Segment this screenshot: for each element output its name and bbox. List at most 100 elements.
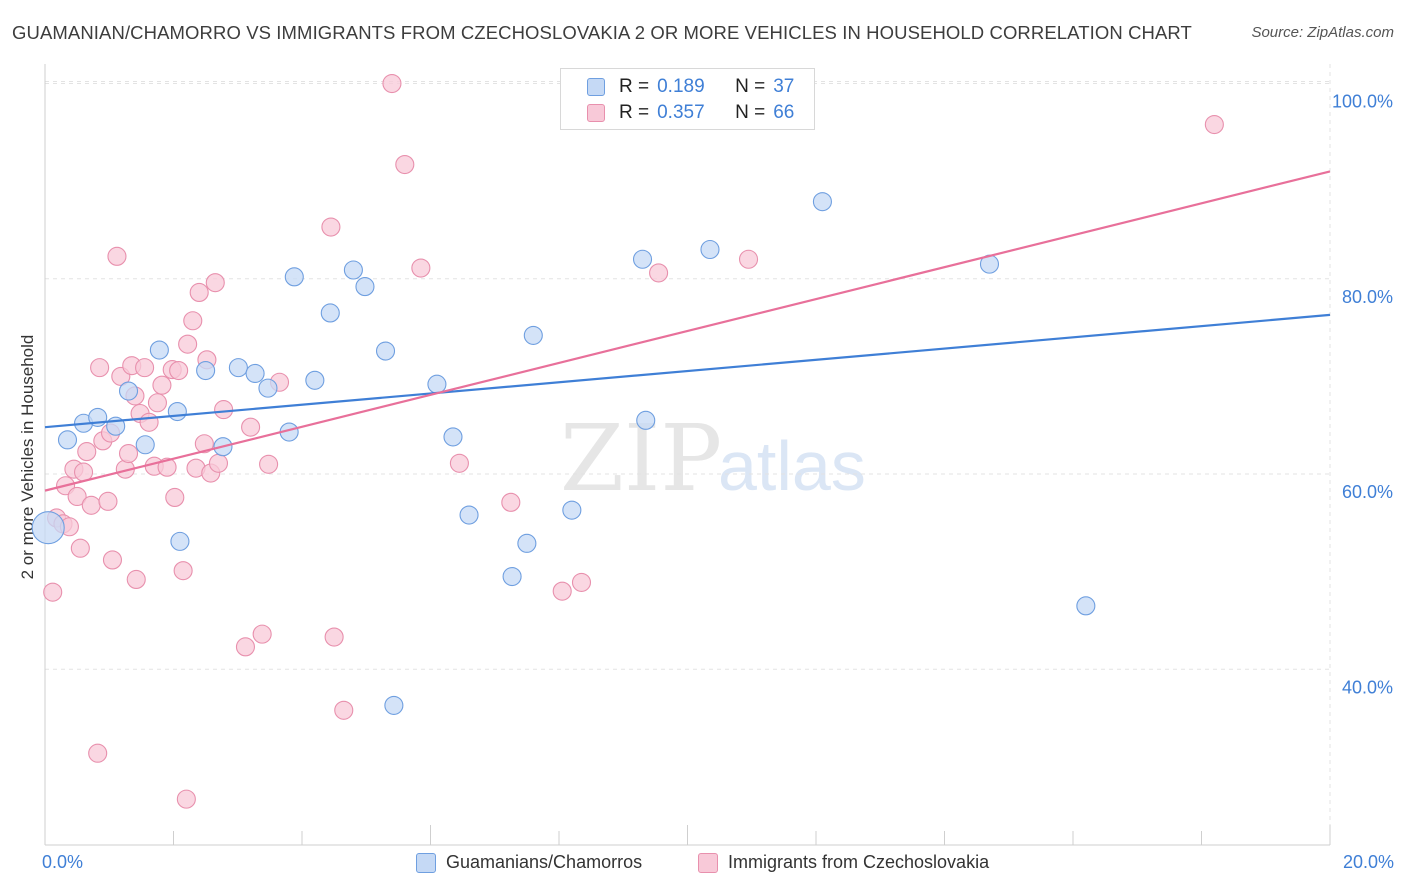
czechoslovakia-point: [208, 453, 229, 473]
czechoslovakia-point: [43, 582, 63, 602]
guamanian-point: [427, 374, 447, 394]
legend-n-value: 66: [773, 102, 795, 123]
guamanian-point: [562, 500, 582, 520]
x-tick-label-max: 20.0%: [1342, 852, 1394, 872]
czechoslovakia-point: [321, 217, 341, 237]
correlation-legend: R = 0.189 N = 37 R = 0.357 N = 66: [560, 68, 815, 130]
czechoslovakia-point: [334, 700, 354, 720]
guamanian-point: [149, 340, 169, 360]
source-credit: Source: ZipAtlas.com: [1251, 24, 1394, 41]
guamanian-point: [375, 341, 396, 361]
czechoslovakia-point: [107, 246, 127, 266]
czechoslovakia-point: [183, 311, 203, 331]
chart-title: GUAMANIAN/CHAMORRO VS IMMIGRANTS FROM CZ…: [12, 22, 1192, 43]
czechoslovakia-point: [501, 492, 521, 512]
czechoslovakia-point: [135, 358, 155, 378]
guamanian-point: [459, 505, 479, 525]
czechoslovakia-point: [194, 434, 214, 454]
guamanian-point: [258, 378, 278, 398]
czechoslovakia-point: [214, 400, 234, 420]
watermark-atlas: atlas: [718, 427, 866, 505]
guamanian-point: [632, 249, 653, 269]
legend-r-label: R =: [619, 76, 650, 97]
czechoslovakia-point: [189, 282, 209, 302]
czechoslovakia-point: [241, 417, 261, 437]
czechoslovakia-point: [147, 393, 167, 413]
czechoslovakia-point: [252, 624, 272, 644]
czechoslovakia-point: [449, 453, 469, 473]
trend-line-guamanian: [44, 313, 1331, 429]
guamanian-point: [118, 381, 139, 401]
czechoslovakia-point: [382, 73, 402, 94]
guamanian-point: [812, 192, 832, 212]
legend-n-value: 37: [773, 76, 795, 97]
y-tick-label: 60.0%: [1342, 482, 1393, 502]
legend-n-label: N =: [735, 102, 766, 123]
czechoslovakia-point: [235, 637, 256, 657]
trend-line-czechoslovakia: [44, 170, 1331, 492]
series-legend-label: Immigrants from Czechoslovakia: [728, 852, 990, 872]
guamanian-point: [170, 531, 190, 551]
czechoslovakia-point: [70, 538, 90, 558]
y-tick-labels: 40.0% 60.0% 80.0% 100.0%: [1332, 92, 1393, 698]
series-legend-swatch-blue: [416, 852, 436, 873]
legend-r-value: 0.357: [657, 102, 705, 123]
czechoslovakia-point: [90, 358, 110, 378]
guamanian-point: [502, 566, 522, 587]
czechoslovakia-point: [88, 743, 108, 763]
czechoslovakia-point: [157, 457, 177, 477]
guamanian-point: [196, 360, 216, 381]
guamanian-point: [636, 410, 656, 430]
czechoslovakia-point: [259, 454, 279, 474]
czechoslovakia-point: [173, 561, 193, 581]
y-tick-label: 40.0%: [1342, 677, 1393, 697]
x-tick-label-min: 0.0%: [42, 852, 84, 872]
czechoslovakia-point: [67, 486, 87, 507]
guamanian-point: [443, 427, 463, 447]
guamanian-point: [517, 533, 537, 553]
series-guamanian-points: [31, 192, 1096, 715]
guamanian-point: [1076, 596, 1096, 616]
y-tick-label: 80.0%: [1342, 287, 1393, 307]
legend-swatch-blue: [587, 78, 605, 96]
legend-row-guamanian: R = 0.189 N = 37: [587, 75, 794, 99]
guamanian-point: [57, 430, 78, 450]
czechoslovakia-point: [1204, 114, 1224, 135]
czechoslovakia-point: [118, 443, 139, 464]
y-tick-label: 100.0%: [1332, 92, 1393, 112]
czechoslovakia-point: [411, 258, 431, 278]
czechoslovakia-point: [324, 627, 344, 647]
guamanian-point: [284, 267, 304, 287]
series-legend-item-guamanian: Guamanians/Chamorros: [416, 852, 642, 873]
czechoslovakia-point: [126, 569, 146, 590]
czechoslovakia-point: [395, 155, 415, 175]
series-legend: Guamanians/Chamorros Immigrants from Cze…: [0, 852, 1406, 876]
legend-row-czechoslovakia: R = 0.357 N = 66: [587, 101, 794, 125]
legend-r-label: R =: [619, 102, 650, 123]
guamanian-point: [305, 370, 325, 390]
guamanian-point: [355, 277, 375, 297]
guamanian-point: [320, 303, 340, 323]
czechoslovakia-point: [81, 495, 101, 515]
series-legend-label: Guamanians/Chamorros: [446, 852, 643, 872]
legend-swatch-pink: [587, 104, 605, 122]
czechoslovakia-point: [176, 789, 196, 809]
czechoslovakia-point: [139, 412, 159, 432]
trend-lines: [44, 170, 1331, 492]
guamanian-point: [245, 363, 265, 384]
czechoslovakia-point: [98, 491, 118, 511]
watermark: ZIP atlas: [560, 405, 866, 512]
series-czechoslovakia-points: [43, 73, 1224, 809]
axes: [44, 64, 1331, 846]
guamanian-point: [523, 325, 543, 345]
legend-n-label: N =: [735, 76, 766, 97]
guamanian-point: [700, 239, 720, 260]
series-legend-item-czechoslovakia: Immigrants from Czechoslovakia: [698, 852, 989, 873]
czechoslovakia-point: [205, 273, 225, 293]
guamanian-point: [135, 435, 155, 455]
guamanian-point: [228, 358, 248, 378]
czechoslovakia-point: [152, 375, 172, 395]
guamanian-point: [343, 260, 363, 280]
series-legend-swatch-pink: [698, 852, 718, 873]
